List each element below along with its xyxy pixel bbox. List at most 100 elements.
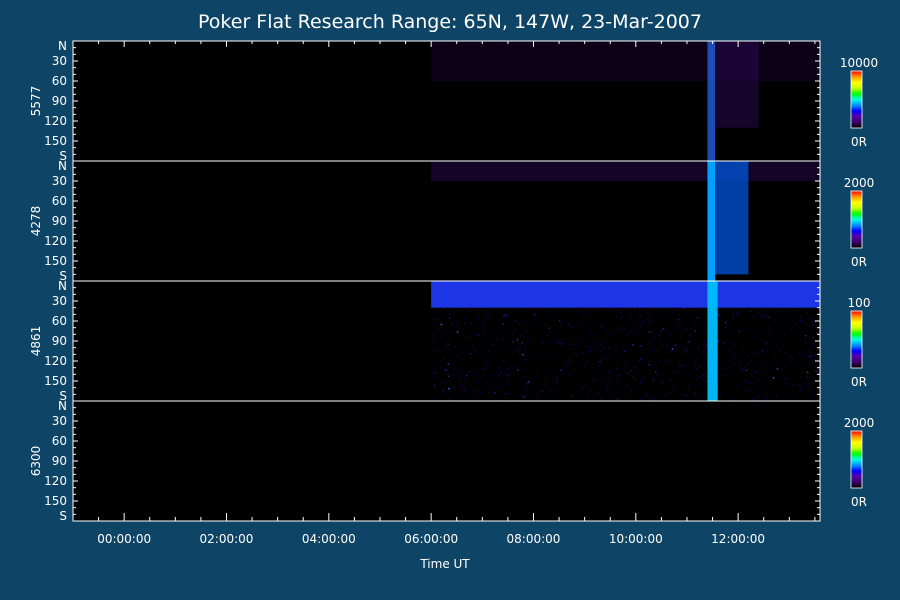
noise-pixel — [512, 352, 515, 354]
noise-pixel — [639, 382, 642, 384]
noise-pixel — [732, 358, 734, 360]
noise-pixel — [683, 397, 685, 399]
noise-pixel — [606, 384, 608, 387]
noise-pixel — [499, 370, 502, 373]
noise-pixel — [695, 367, 697, 370]
noise-pixel — [650, 319, 653, 321]
noise-pixel — [496, 339, 499, 341]
noise-pixel — [433, 350, 435, 352]
y-tick-label: 150 — [44, 254, 67, 268]
noise-pixel — [793, 397, 796, 399]
noise-pixel — [615, 315, 618, 317]
noise-pixel — [750, 359, 752, 361]
noise-pixel — [737, 361, 740, 363]
noise-pixel — [469, 371, 471, 373]
noise-pixel — [746, 363, 748, 365]
noise-pixel — [687, 385, 690, 387]
noise-pixel — [584, 365, 586, 367]
noise-pixel — [674, 344, 677, 347]
noise-pixel — [799, 351, 802, 354]
noise-pixel — [798, 341, 801, 344]
y-tick-label: 30 — [52, 294, 67, 308]
noise-pixel — [740, 364, 743, 366]
noise-pixel — [798, 353, 800, 356]
noise-pixel — [745, 369, 748, 372]
noise-pixel — [603, 382, 606, 384]
noise-pixel — [441, 330, 444, 333]
y-tick-label: 120 — [44, 354, 67, 368]
noise-pixel — [456, 354, 459, 356]
y-tick-label: 60 — [52, 194, 67, 208]
noise-pixel — [514, 328, 517, 330]
noise-pixel — [536, 396, 539, 398]
noise-pixel — [783, 318, 786, 320]
noise-pixel — [718, 325, 720, 327]
noise-pixel — [438, 318, 441, 320]
noise-pixel — [653, 379, 655, 381]
noise-pixel — [784, 385, 787, 387]
noise-pixel — [554, 358, 556, 360]
noise-pixel — [742, 369, 745, 372]
noise-pixel — [757, 311, 759, 313]
noise-pixel — [544, 323, 547, 325]
noise-pixel — [484, 332, 486, 334]
noise-pixel — [538, 323, 540, 325]
noise-pixel — [601, 325, 603, 327]
noise-pixel — [615, 327, 617, 329]
noise-pixel — [463, 390, 465, 393]
noise-pixel — [701, 374, 704, 377]
y-tick-label: S — [59, 509, 67, 523]
noise-pixel — [554, 334, 557, 336]
noise-pixel — [558, 342, 561, 344]
noise-pixel — [555, 390, 557, 393]
noise-pixel — [731, 317, 733, 319]
noise-pixel — [793, 368, 795, 371]
noise-pixel — [654, 371, 657, 373]
noise-pixel — [672, 343, 674, 346]
noise-pixel — [638, 360, 641, 362]
noise-pixel — [484, 307, 486, 310]
noise-pixel — [630, 312, 632, 314]
noise-pixel — [450, 340, 453, 342]
noise-pixel — [651, 322, 653, 324]
noise-pixel — [686, 341, 688, 344]
noise-pixel — [549, 389, 552, 392]
noise-pixel — [645, 354, 648, 356]
noise-pixel — [641, 349, 643, 351]
noise-pixel — [475, 378, 478, 381]
noise-pixel — [505, 314, 508, 317]
noise-pixel — [438, 321, 441, 324]
noise-pixel — [601, 381, 604, 384]
noise-pixel — [679, 365, 682, 368]
noise-pixel — [442, 390, 445, 392]
noise-pixel — [648, 322, 650, 324]
noise-pixel — [788, 324, 790, 327]
noise-pixel — [646, 393, 648, 395]
noise-pixel — [433, 372, 436, 374]
wavelength-label: 5577 — [29, 86, 43, 117]
noise-pixel — [579, 323, 581, 325]
noise-pixel — [445, 369, 447, 371]
noise-pixel — [574, 369, 577, 371]
noise-pixel — [694, 359, 697, 362]
noise-pixel — [549, 318, 552, 320]
noise-pixel — [739, 339, 741, 342]
colorbar-6300 — [850, 430, 863, 489]
noise-pixel — [678, 359, 681, 362]
noise-pixel — [504, 393, 506, 395]
noise-pixel — [459, 334, 461, 336]
noise-pixel — [433, 341, 435, 343]
noise-pixel — [443, 307, 445, 310]
noise-pixel — [441, 338, 444, 341]
noise-pixel — [500, 385, 502, 387]
noise-pixel — [520, 320, 522, 322]
noise-pixel — [461, 368, 464, 370]
noise-pixel — [747, 354, 750, 357]
noise-pixel — [799, 375, 802, 378]
noise-pixel — [436, 387, 438, 389]
noise-pixel — [441, 366, 444, 369]
noise-pixel — [725, 319, 728, 322]
noise-pixel — [742, 396, 745, 398]
noise-pixel — [724, 373, 726, 376]
